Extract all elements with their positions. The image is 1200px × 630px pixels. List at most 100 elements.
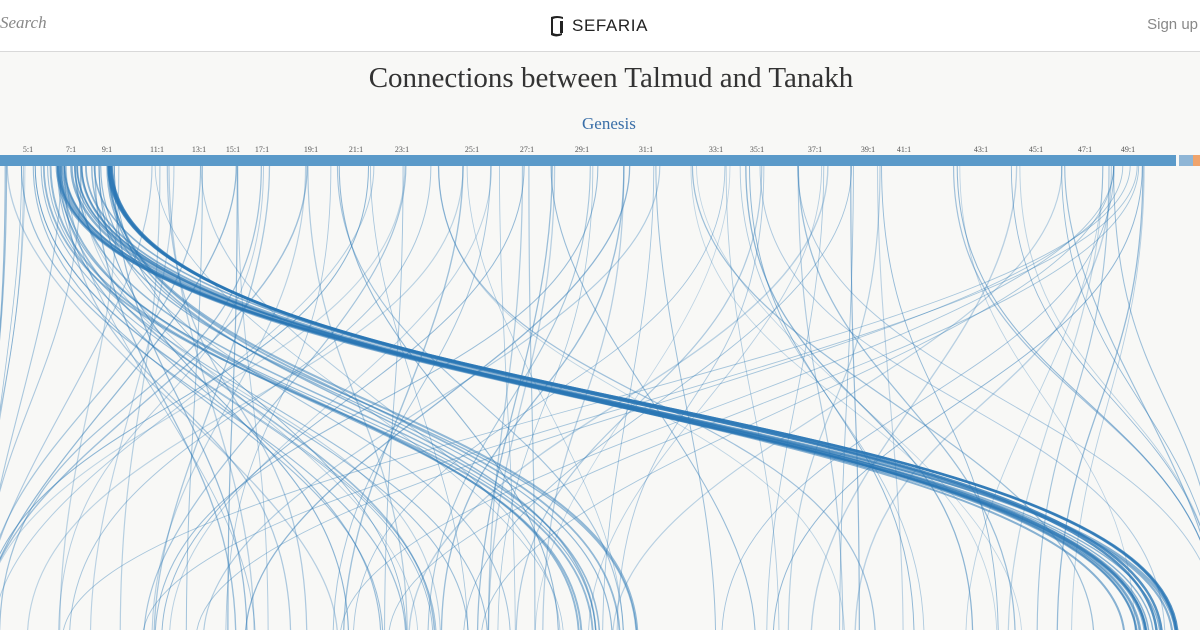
connection-arc[interactable] bbox=[113, 165, 407, 630]
connection-arc[interactable] bbox=[408, 165, 829, 630]
connection-arc[interactable] bbox=[1071, 165, 1145, 630]
connection-arc[interactable] bbox=[0, 165, 406, 630]
book-label-genesis[interactable]: Genesis bbox=[582, 114, 636, 133]
connection-arc[interactable] bbox=[20, 165, 406, 630]
connection-arc[interactable] bbox=[749, 165, 915, 630]
connection-arc[interactable] bbox=[487, 165, 556, 630]
connection-arc[interactable] bbox=[154, 165, 564, 630]
connection-arc[interactable] bbox=[0, 165, 370, 630]
connection-arc[interactable] bbox=[497, 165, 594, 630]
connection-arc[interactable] bbox=[427, 165, 591, 630]
connection-arc[interactable] bbox=[196, 165, 1124, 630]
connection-arc[interactable] bbox=[773, 165, 1143, 630]
connection-arc[interactable] bbox=[0, 165, 8, 630]
connection-arc[interactable] bbox=[602, 165, 655, 630]
connection-arc[interactable] bbox=[203, 165, 661, 630]
connection-arc[interactable] bbox=[34, 165, 433, 630]
connection-arc[interactable] bbox=[107, 165, 1178, 630]
connection-arc[interactable] bbox=[185, 165, 204, 630]
connection-arc[interactable] bbox=[332, 165, 492, 630]
connection-arc[interactable] bbox=[1061, 165, 1200, 630]
connection-arc[interactable] bbox=[388, 165, 1140, 630]
connection-arc[interactable] bbox=[1064, 165, 1200, 630]
connection-arc[interactable] bbox=[32, 165, 383, 630]
connection-arc[interactable] bbox=[528, 165, 536, 630]
connection-arc[interactable] bbox=[107, 165, 638, 630]
connection-arc[interactable] bbox=[57, 165, 596, 630]
connection-arc[interactable] bbox=[343, 165, 464, 630]
connection-arc[interactable] bbox=[721, 165, 1115, 630]
connection-arc[interactable] bbox=[107, 165, 621, 630]
connection-arc[interactable] bbox=[98, 165, 349, 630]
connection-arc[interactable] bbox=[542, 165, 625, 630]
connection-arc[interactable] bbox=[59, 165, 120, 630]
connection-arc[interactable] bbox=[40, 165, 469, 630]
connection-arc[interactable] bbox=[616, 165, 765, 630]
connection-arc[interactable] bbox=[1007, 165, 1104, 630]
connection-arc[interactable] bbox=[438, 165, 845, 630]
connection-arc[interactable] bbox=[854, 165, 1113, 630]
connection-arc[interactable] bbox=[85, 165, 1141, 630]
connection-arc[interactable] bbox=[766, 165, 825, 630]
connection-arc[interactable] bbox=[119, 165, 161, 630]
connection-arc[interactable] bbox=[169, 165, 492, 630]
connection-arc[interactable] bbox=[655, 165, 716, 630]
connection-arc[interactable] bbox=[965, 165, 1104, 630]
connection-arc[interactable] bbox=[227, 165, 238, 630]
connection-arc[interactable] bbox=[143, 165, 407, 630]
connection-arc[interactable] bbox=[0, 165, 6, 630]
connection-arc[interactable] bbox=[0, 165, 82, 630]
connection-arc[interactable] bbox=[0, 165, 25, 630]
connection-arc[interactable] bbox=[47, 165, 488, 630]
connection-arc[interactable] bbox=[440, 165, 625, 630]
connection-arc[interactable] bbox=[61, 165, 1146, 630]
genesis-bar[interactable] bbox=[0, 155, 1176, 166]
connection-arc[interactable] bbox=[0, 165, 153, 630]
connection-arc[interactable] bbox=[876, 165, 904, 630]
connection-arc[interactable] bbox=[810, 165, 1018, 630]
connection-arc[interactable] bbox=[881, 165, 999, 630]
connection-arc[interactable] bbox=[338, 165, 559, 630]
connection-arc[interactable] bbox=[151, 165, 307, 630]
connection-arc[interactable] bbox=[463, 165, 853, 630]
connection-arc[interactable] bbox=[797, 165, 844, 630]
connection-arc[interactable] bbox=[535, 165, 731, 630]
connection-arc[interactable] bbox=[0, 165, 202, 630]
connection-arc[interactable] bbox=[161, 165, 525, 630]
connection-arc[interactable] bbox=[62, 165, 1131, 630]
connection-arc[interactable] bbox=[27, 165, 464, 630]
connection-arc[interactable] bbox=[550, 165, 756, 630]
connection-arc[interactable] bbox=[166, 165, 308, 630]
connection-arc[interactable] bbox=[588, 165, 823, 630]
connection-arc[interactable] bbox=[113, 165, 248, 630]
connection-arc[interactable] bbox=[0, 165, 26, 630]
connection-arc[interactable] bbox=[797, 165, 1016, 630]
connection-arc[interactable] bbox=[58, 165, 435, 630]
connection-arc[interactable] bbox=[759, 165, 1165, 630]
connection-arc[interactable] bbox=[487, 165, 524, 630]
connection-arc[interactable] bbox=[850, 165, 860, 630]
connection-arc[interactable] bbox=[34, 165, 437, 630]
connection-arc[interactable] bbox=[69, 165, 432, 630]
connection-arc[interactable] bbox=[6, 165, 338, 630]
connection-arc[interactable] bbox=[60, 165, 580, 630]
connection-arc[interactable] bbox=[74, 165, 600, 630]
connection-arc[interactable] bbox=[369, 165, 469, 630]
connection-arc[interactable] bbox=[690, 165, 997, 630]
next-book-bar[interactable] bbox=[1179, 155, 1193, 166]
connection-arc[interactable] bbox=[336, 165, 624, 630]
connection-arc[interactable] bbox=[612, 165, 1063, 630]
connection-arc[interactable] bbox=[477, 165, 553, 630]
connection-arc[interactable] bbox=[63, 165, 291, 630]
connection-arc[interactable] bbox=[75, 165, 418, 630]
connection-arc[interactable] bbox=[100, 165, 613, 630]
connection-arc[interactable] bbox=[0, 165, 375, 630]
connection-arc[interactable] bbox=[108, 165, 1177, 630]
sefaria-logo[interactable]: SEFARIA bbox=[548, 13, 648, 39]
connection-arc[interactable] bbox=[56, 165, 381, 630]
connection-arc[interactable] bbox=[515, 165, 763, 630]
connection-arc[interactable] bbox=[466, 165, 624, 630]
connection-arc[interactable] bbox=[307, 165, 408, 630]
connection-arc[interactable] bbox=[437, 165, 876, 630]
